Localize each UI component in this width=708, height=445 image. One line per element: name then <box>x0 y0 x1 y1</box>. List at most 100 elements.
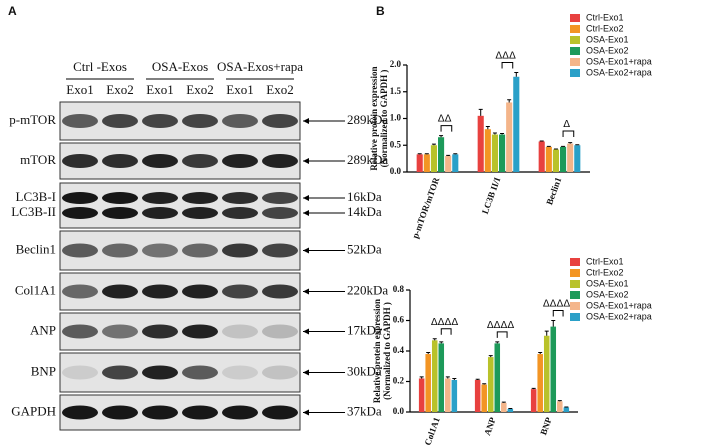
bar <box>423 154 430 172</box>
error-bar <box>531 387 536 390</box>
y-axis-label: (Normalized to GAPDH ) <box>379 70 389 168</box>
blot-band <box>222 324 258 339</box>
bar <box>425 354 431 412</box>
protein-label: ANP <box>30 322 56 337</box>
legend-swatch <box>570 36 580 44</box>
bar <box>494 343 501 412</box>
blot-band <box>262 284 298 299</box>
y-tick-label: 2.0 <box>390 59 402 69</box>
size-label: 52kDa <box>347 241 382 256</box>
arrow-head <box>303 409 309 416</box>
size-label: 16kDa <box>347 189 382 204</box>
bar <box>474 379 481 412</box>
panel-label: A <box>8 4 17 18</box>
error-bar <box>432 338 437 341</box>
y-tick-label: 0.8 <box>393 284 405 294</box>
group-label: Ctrl -Exos <box>73 59 127 74</box>
group-label: OSA-Exos+rapa <box>217 59 303 74</box>
blot-frame <box>59 394 301 431</box>
blot-band <box>222 243 258 258</box>
bracket <box>562 130 575 137</box>
blot-band <box>222 114 258 128</box>
legend-label: OSA-Exo2+rapa <box>586 311 652 321</box>
blot-band <box>142 324 178 339</box>
bar <box>445 378 451 412</box>
annotation: ΔΔ <box>438 114 452 125</box>
error-bar <box>488 355 493 358</box>
bar <box>507 408 514 412</box>
blot-band <box>102 192 138 204</box>
size-label: 220kDa <box>347 282 388 297</box>
annotation: ΔΔΔΔ <box>431 317 459 328</box>
bar <box>550 326 557 412</box>
error-bar <box>575 144 580 146</box>
blot-band <box>262 114 298 128</box>
bar <box>430 145 437 172</box>
error-bar <box>439 135 444 138</box>
bracket <box>552 310 564 317</box>
error-bar <box>546 145 551 147</box>
bar <box>431 340 438 412</box>
blot-band <box>142 154 178 168</box>
error-bar <box>426 352 431 355</box>
y-axis-label: Relative protein expression <box>369 66 379 170</box>
error-bar <box>553 148 558 150</box>
bar <box>484 129 491 172</box>
error-bar <box>485 126 490 130</box>
bar <box>477 115 484 172</box>
blot-band <box>262 192 298 204</box>
bar <box>538 141 545 172</box>
legend-label: OSA-Exo1 <box>586 34 629 44</box>
blot-band <box>62 405 98 420</box>
blot-band <box>262 243 298 258</box>
protein-label: BNP <box>31 363 56 378</box>
protein-label: LC3B-II <box>11 204 56 219</box>
blot-band <box>182 324 218 339</box>
error-bar <box>446 154 451 156</box>
bar <box>445 155 452 172</box>
blot-band <box>142 207 178 219</box>
blot-band <box>182 365 218 380</box>
blot-band <box>262 324 298 339</box>
error-bar <box>538 352 543 355</box>
legend-swatch <box>570 291 580 299</box>
arrow-head <box>303 247 309 254</box>
legend-swatch <box>570 280 580 288</box>
blot-band <box>262 405 298 420</box>
blot-band <box>222 154 258 168</box>
blot-band <box>62 114 98 128</box>
error-bar <box>551 320 556 327</box>
y-tick-label: 0.5 <box>390 139 402 149</box>
blot-band <box>102 284 138 299</box>
x-tick-label: Beclin1 <box>544 176 563 207</box>
blot-band <box>182 154 218 168</box>
error-bar <box>500 132 505 135</box>
error-bar <box>495 341 500 344</box>
blot-band <box>142 114 178 128</box>
arrow-head <box>303 288 309 295</box>
error-bar <box>417 153 422 155</box>
bar <box>545 146 552 172</box>
arrow-head <box>303 210 309 216</box>
blot-band <box>62 284 98 299</box>
blot-band <box>222 192 258 204</box>
x-tick-label: Col1A1 <box>423 415 442 445</box>
blot-band <box>182 243 218 258</box>
y-tick-label: 0.4 <box>393 345 405 355</box>
blot-band <box>102 154 138 168</box>
y-tick-label: 0.0 <box>393 406 405 416</box>
y-tick-label: 1.0 <box>390 113 402 123</box>
bar <box>451 379 458 412</box>
blot-frame <box>59 230 301 271</box>
bar <box>481 384 487 412</box>
bar <box>557 401 563 412</box>
y-tick-label: 0.6 <box>393 315 405 325</box>
legend-label: OSA-Exo2 <box>586 45 629 55</box>
blot-band <box>182 284 218 299</box>
bar <box>560 146 567 172</box>
annotation: Δ <box>563 119 570 130</box>
legend-label: Ctrl-Exo1 <box>586 12 624 22</box>
protein-label: LC3B-I <box>16 189 56 204</box>
bracket <box>440 328 452 335</box>
annotation: ΔΔΔΔ <box>487 320 515 331</box>
